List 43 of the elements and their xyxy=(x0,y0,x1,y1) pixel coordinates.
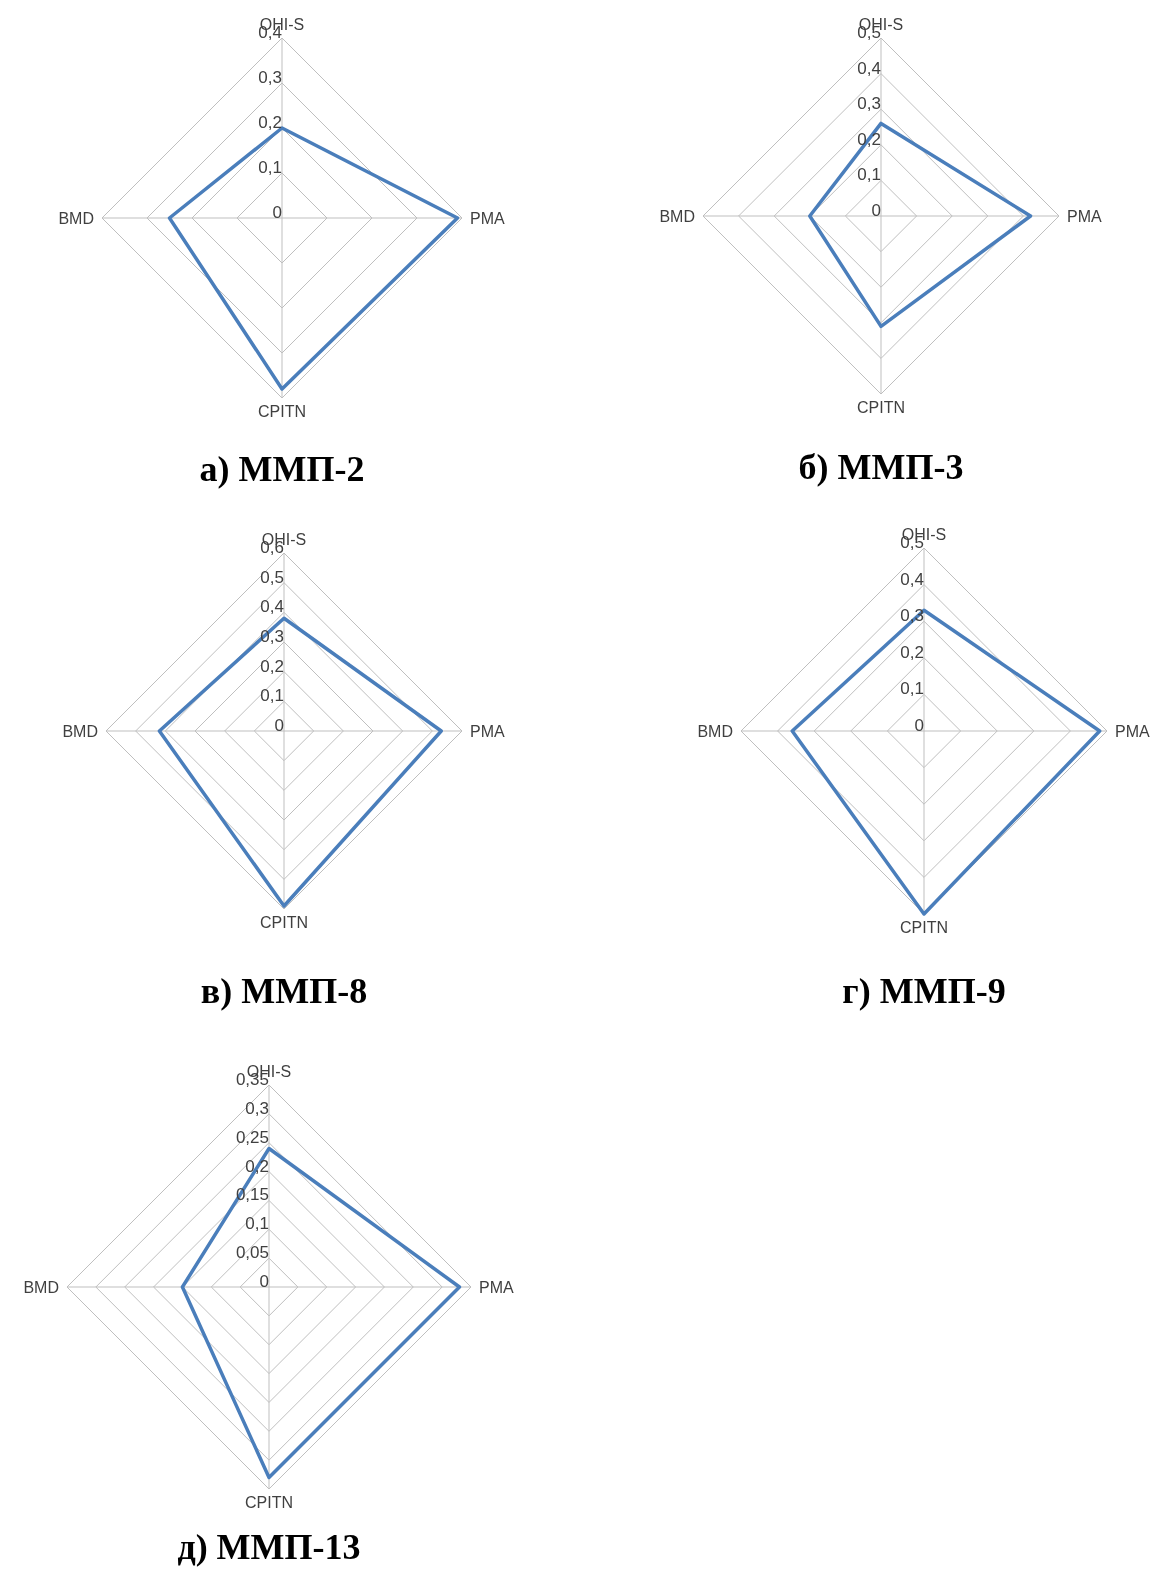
spoke-label: CPITN xyxy=(258,403,306,421)
y-tick-label: 0 xyxy=(871,201,881,220)
y-tick-label: 0,05 xyxy=(235,1243,269,1263)
spoke-label: PMA xyxy=(470,209,505,227)
spoke-label: CPITN xyxy=(900,919,948,937)
spoke-label: CPITN xyxy=(245,1494,293,1512)
spoke-label: BMD xyxy=(23,1278,59,1296)
spoke-label: BMD xyxy=(659,207,695,225)
y-tick-label: 0,2 xyxy=(260,656,284,676)
y-tick-label: 0,4 xyxy=(857,58,881,78)
spoke-label: BMD xyxy=(58,209,94,227)
spoke-label: PMA xyxy=(1067,207,1102,225)
y-tick-label: 0,2 xyxy=(258,113,282,132)
y-tick-label: 0 xyxy=(274,716,284,735)
text: а) ММП-2 xyxy=(198,448,366,490)
spoke-label: PMA xyxy=(470,722,505,740)
y-tick-label: 0 xyxy=(272,203,282,222)
y-tick-label: 0,3 xyxy=(245,1098,269,1118)
y-tick-label: 0,25 xyxy=(235,1127,269,1147)
text: б) ММП-3 xyxy=(797,446,965,488)
spoke-label: BMD xyxy=(62,722,98,740)
y-tick-label: 0,1 xyxy=(857,165,881,185)
y-tick-label: 0,1 xyxy=(258,158,282,177)
y-tick-label: 0,1 xyxy=(245,1214,269,1234)
text: д) ММП-13 xyxy=(176,1526,362,1568)
spoke-label: CPITN xyxy=(857,399,905,417)
y-tick-label: 0 xyxy=(914,716,924,735)
spoke-label: BMD xyxy=(697,722,733,740)
y-tick-label: 0,5 xyxy=(260,567,284,587)
spoke-label: PMA xyxy=(479,1278,514,1296)
y-tick-label: 0,2 xyxy=(900,642,924,662)
y-tick-label: 0,3 xyxy=(260,627,284,646)
y-tick-label: 0,3 xyxy=(857,94,881,114)
spoke-label: CPITN xyxy=(260,914,308,932)
y-tick-label: 0,1 xyxy=(900,679,924,699)
y-tick-label: 0,1 xyxy=(260,686,284,706)
spoke-label: PMA xyxy=(1115,722,1150,740)
y-tick-label: 0,4 xyxy=(260,597,284,617)
text: в) ММП-8 xyxy=(199,970,369,1012)
y-tick-label: 0,4 xyxy=(900,569,924,589)
y-tick-label: 0 xyxy=(259,1272,269,1291)
y-tick-label: 0,3 xyxy=(258,68,282,87)
text: г) ММП-9 xyxy=(841,970,1007,1012)
